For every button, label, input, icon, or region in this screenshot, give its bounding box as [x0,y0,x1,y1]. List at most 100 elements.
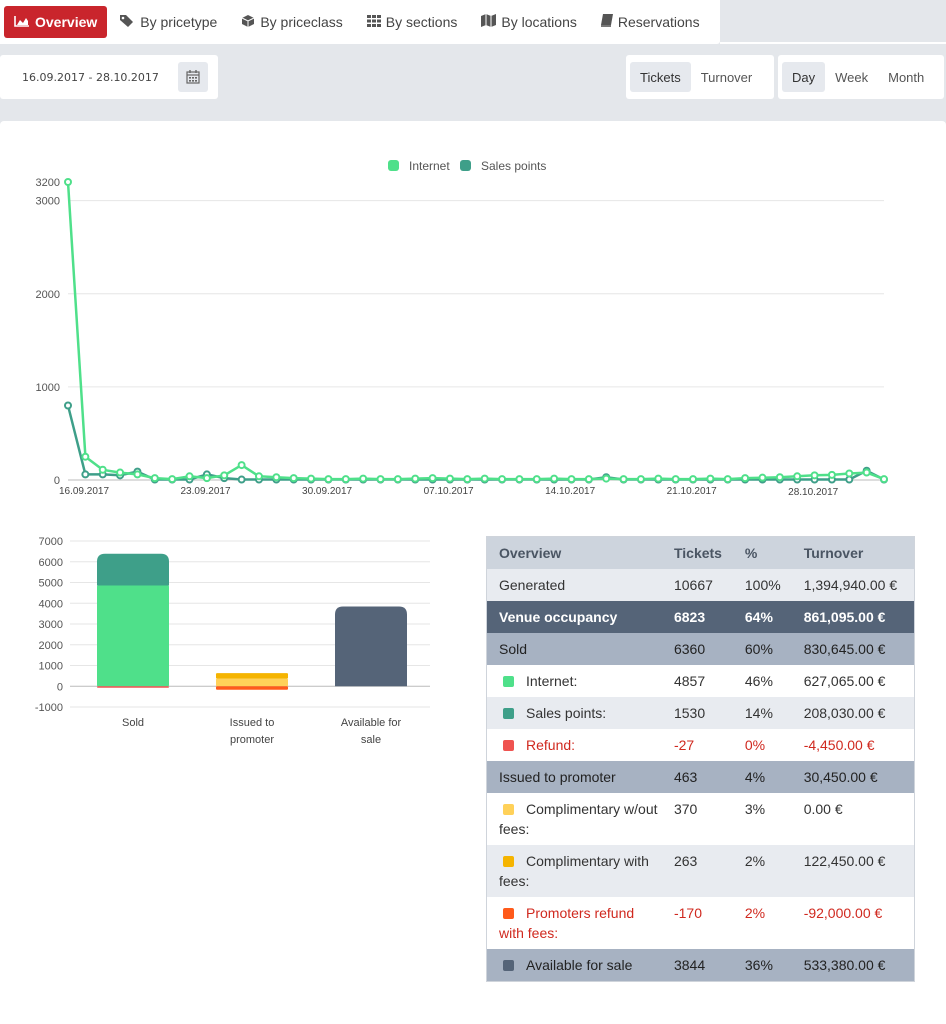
data-point[interactable] [758,473,767,482]
data-point[interactable] [202,474,211,483]
data-point[interactable] [532,475,541,484]
tab-label: By sections [385,14,458,30]
bar-group-available-for-sale[interactable] [335,606,407,687]
data-point[interactable] [64,178,72,186]
table-row: Sales points: 1530 14% 208,030.00 € [486,697,915,729]
cell-turnover: 208,030.00 € [803,705,886,721]
data-point[interactable] [254,472,263,481]
data-point[interactable] [445,474,454,483]
data-point[interactable] [307,474,316,483]
calendar-button[interactable] [178,62,208,92]
bar-group-issued-to-promoter[interactable] [216,673,288,690]
data-point[interactable] [411,474,420,483]
bar-segment[interactable] [216,673,288,679]
x-tick-label: 21.10.2017 [667,486,717,497]
turnover-button[interactable]: Turnover [700,69,753,85]
data-point[interactable] [428,474,437,483]
tickets-button[interactable]: Tickets [630,62,691,92]
bar-group-sold[interactable] [97,553,169,688]
month-button[interactable]: Month [888,69,925,85]
bar-segment[interactable] [97,553,169,586]
cell-pct: 4% [744,769,766,785]
cell-tickets: 370 [673,801,698,817]
data-point[interactable] [498,475,507,484]
category-label: Sold [122,717,144,729]
date-range-input[interactable]: 16.09.2017 - 28.10.2017 [22,70,159,84]
data-point[interactable] [636,475,645,484]
data-point[interactable] [289,474,298,483]
data-point[interactable] [185,472,194,481]
data-point[interactable] [689,475,698,484]
data-point[interactable] [741,474,750,483]
cell-turnover: 122,450.00 € [803,853,886,869]
x-tick-label: 23.09.2017 [181,486,231,497]
data-point[interactable] [272,473,281,482]
category-label: Issued to promoter [230,717,275,746]
data-point[interactable] [775,473,784,482]
data-point[interactable] [567,475,576,484]
tab-by-locations[interactable]: By locations [469,6,588,38]
bar-segment[interactable] [216,686,288,690]
week-button[interactable]: Week [835,69,869,85]
data-point[interactable] [810,471,819,480]
data-point[interactable] [706,474,715,483]
data-point[interactable] [324,475,333,484]
data-point[interactable] [133,470,142,479]
data-point[interactable] [793,472,802,481]
tab-by-pricetype[interactable]: By pricetype [107,6,229,38]
bar-segment[interactable] [335,606,407,687]
data-point[interactable] [827,470,836,479]
data-point[interactable] [150,474,159,483]
tab-overview[interactable]: Overview [4,6,108,38]
data-point[interactable] [602,474,611,483]
tab-label: By locations [501,14,577,30]
data-point[interactable] [64,401,72,410]
data-point[interactable] [359,474,368,483]
table-row: Generated 10667 100% 1,394,940.00 € [486,569,915,601]
data-point[interactable] [845,469,854,478]
data-point[interactable] [723,475,732,484]
data-point[interactable] [116,468,125,477]
y-tick-label: 3000 [39,619,63,631]
data-point[interactable] [584,475,593,484]
legend-sales-points-label[interactable]: Sales points [481,159,546,173]
table-row: Refund: -27 0% -4,450.00 € [486,729,915,761]
data-point[interactable] [341,475,350,484]
data-point[interactable] [81,470,90,479]
data-point[interactable] [671,475,680,484]
bar-segment[interactable] [216,678,288,687]
tab-by-sections[interactable]: By sections [355,6,470,38]
day-button[interactable]: Day [782,62,826,92]
data-point[interactable] [463,475,472,484]
table-row: Venue occupancy 6823 64% 861,095.00 € [486,601,915,633]
data-point[interactable] [880,475,888,484]
x-tick-label: 30.09.2017 [302,486,352,497]
data-point[interactable] [515,475,524,484]
tab-bar: Overview By pricetype By priceclass By s… [0,0,720,44]
data-point[interactable] [81,452,90,461]
data-point[interactable] [98,465,107,474]
color-square-icon [503,908,514,919]
data-point[interactable] [480,474,489,483]
data-point[interactable] [168,475,177,484]
bar-segment[interactable] [97,585,169,687]
occupancy-bar-chart: -1000 0 1000 2000 3000 4000 5000 6000 7000 Sold I… [35,536,430,746]
data-point[interactable] [619,475,628,484]
data-point[interactable] [654,474,663,483]
bar-segment[interactable] [97,686,169,688]
data-point[interactable] [550,474,559,483]
daily-sales-line-chart: Internet Sales points 01000200030003200 … [36,159,888,498]
cell-pct: 64% [744,609,773,625]
date-range-picker[interactable]: 16.09.2017 - 28.10.2017 [0,55,218,99]
data-point[interactable] [376,475,385,484]
tab-reservations[interactable]: Reservations [589,6,712,38]
data-point[interactable] [862,468,871,477]
data-point[interactable] [220,471,229,480]
table-row: Available for sale 3844 36% 533,380.00 € [486,949,915,982]
data-point[interactable] [237,461,246,470]
legend-internet-label[interactable]: Internet [409,159,450,173]
header-percent: % [744,545,758,561]
data-point[interactable] [393,475,402,484]
data-point[interactable] [237,475,246,484]
tab-by-priceclass[interactable]: By priceclass [229,6,354,38]
